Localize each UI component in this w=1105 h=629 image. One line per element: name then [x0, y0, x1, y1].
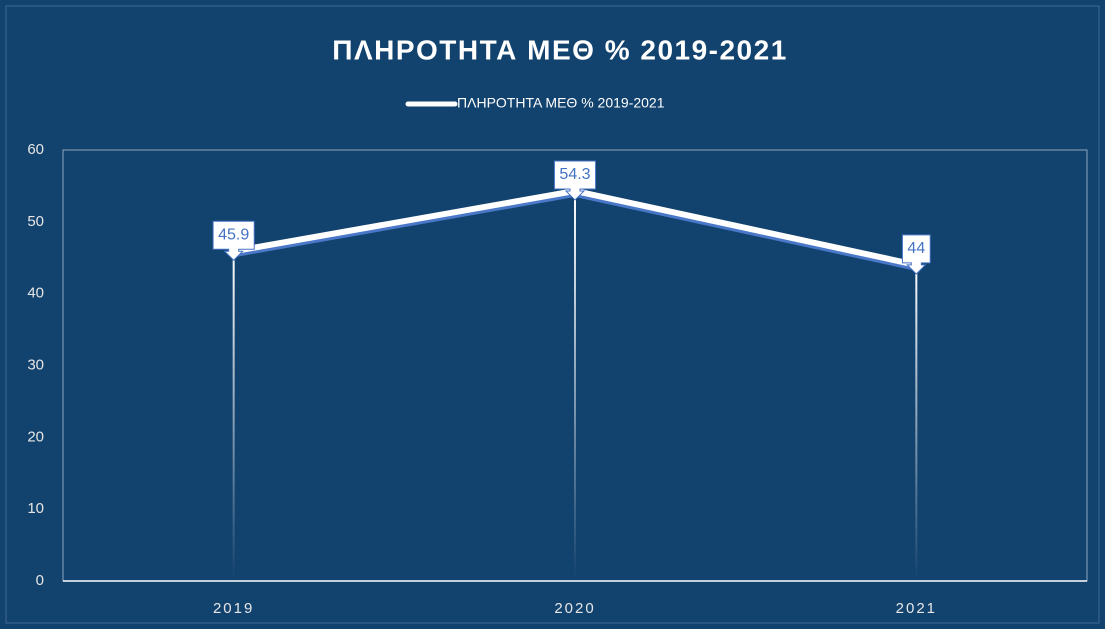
- drop-line: [232, 251, 235, 581]
- chart-title: ΠΛΗΡΟΤΗΤΑ ΜΕΘ % 2019-2021: [332, 34, 788, 65]
- y-tick-label: 40: [27, 285, 44, 302]
- y-tick-label: 60: [27, 141, 44, 158]
- drop-line: [574, 190, 576, 581]
- y-tick-label: 50: [27, 213, 44, 230]
- y-tick-label: 20: [27, 428, 44, 445]
- y-tick-label: 10: [27, 500, 44, 517]
- data-label: 44: [907, 240, 925, 257]
- x-tick-label: 2020: [554, 600, 595, 617]
- y-tick-label: 30: [27, 356, 44, 373]
- data-label-box: [212, 220, 255, 261]
- data-label: 45.9: [218, 227, 249, 244]
- x-tick-label: 2021: [896, 600, 937, 617]
- x-tick-label: 2019: [213, 600, 254, 617]
- drop-line: [915, 264, 918, 581]
- data-label-box: [553, 160, 597, 201]
- legend-label: ΠΛΗΡΟΤΗΤΑ ΜΕΘ % 2019-2021: [457, 95, 665, 111]
- data-label-box: [901, 234, 931, 275]
- data-label: 54.3: [559, 166, 590, 183]
- y-tick-label: 0: [36, 572, 44, 589]
